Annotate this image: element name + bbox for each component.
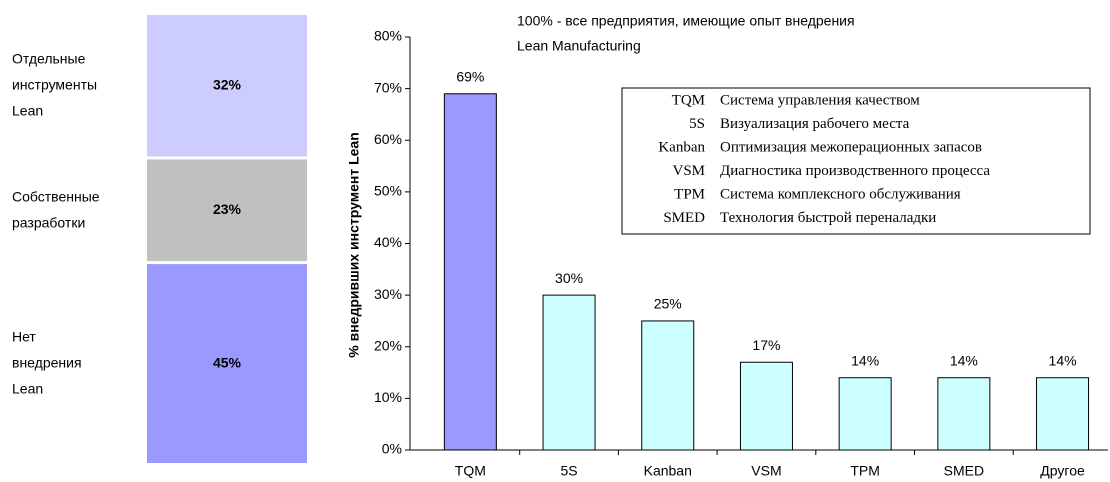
legend-abbr: TPM <box>674 186 705 202</box>
legend-abbr: Kanban <box>658 139 705 155</box>
category-label: Отдельные инструменты Lean <box>12 50 97 118</box>
y-tick-label: 20% <box>374 337 402 353</box>
y-tick-label: 0% <box>382 441 402 457</box>
stack-segment <box>147 159 307 262</box>
value-label: 30% <box>555 270 583 286</box>
stack-segment <box>147 15 307 157</box>
value-label: 14% <box>851 352 879 368</box>
y-tick-label: 60% <box>374 131 402 147</box>
bar <box>641 320 695 451</box>
y-tick-label: 50% <box>374 183 402 199</box>
value-label: 14% <box>1049 352 1077 368</box>
annotation: 100% - все предприятия, имеющие опыт вне… <box>517 13 855 29</box>
legend-box <box>621 87 1091 235</box>
value-label: 14% <box>950 352 978 368</box>
bar <box>838 377 892 451</box>
y-tick-label: 30% <box>374 286 402 302</box>
x-tick-label: VSM <box>751 463 781 479</box>
bar <box>443 93 497 451</box>
x-tick-label: TQM <box>455 463 486 479</box>
legend-abbr: TQM <box>672 92 705 108</box>
bar <box>937 377 991 451</box>
bar <box>1036 377 1090 451</box>
x-tick-label: 5S <box>560 463 577 479</box>
legend-text: Технология быстрой переналадки <box>720 210 936 226</box>
value-label: 17% <box>752 337 780 353</box>
legend-abbr: VSM <box>672 163 705 179</box>
legend-text: Оптимизация межоперационных запасов <box>720 139 982 155</box>
category-label: Нет внедрения Lean <box>12 328 82 396</box>
y-tick-label: 10% <box>374 389 402 405</box>
bar <box>542 294 596 451</box>
legend-abbr: SMED <box>663 210 705 226</box>
x-tick-label: Другое <box>1040 463 1085 479</box>
y-axis-label: % внедривших инструмент Lean <box>346 132 362 357</box>
x-tick-label: Kanban <box>644 463 692 479</box>
x-tick-label: TPM <box>850 463 880 479</box>
category-label: Собственные разработки <box>12 188 100 230</box>
bar <box>739 361 793 451</box>
y-tick-label: 70% <box>374 79 402 95</box>
stack-segment <box>147 264 307 463</box>
y-tick-label: 40% <box>374 234 402 250</box>
legend-text: Система управления качеством <box>720 92 920 108</box>
y-tick-label: 80% <box>374 28 402 44</box>
legend-text: Визуализация рабочего места <box>720 116 910 132</box>
annotation: Lean Manufacturing <box>517 38 641 54</box>
legend-abbr: 5S <box>689 116 705 132</box>
legend-text: Диагностика производственного процесса <box>720 163 990 179</box>
value-label: 25% <box>654 296 682 312</box>
legend-text: Система комплексного обслуживания <box>720 186 961 202</box>
x-tick-label: SMED <box>944 463 984 479</box>
segment-label: 32% <box>213 76 242 92</box>
segment-label: 23% <box>213 201 242 217</box>
segment-label: 45% <box>213 354 242 370</box>
value-label: 69% <box>456 68 484 84</box>
